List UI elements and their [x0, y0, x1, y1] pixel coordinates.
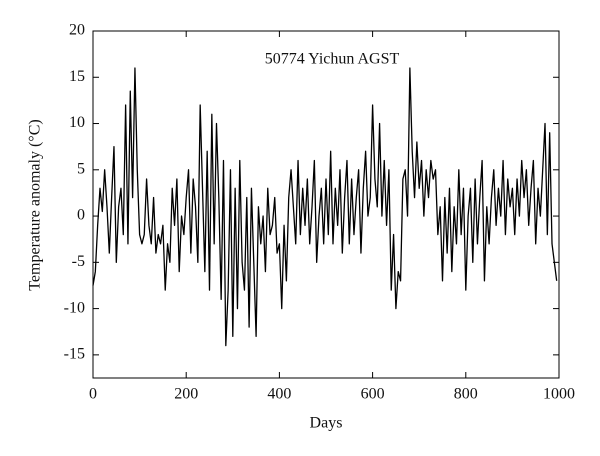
y-tick-label: 15	[69, 68, 85, 85]
y-tick-label: 0	[77, 207, 85, 224]
y-tick-label: -5	[72, 253, 85, 270]
x-tick-label: 1000	[543, 386, 575, 403]
y-tick-label: 5	[77, 160, 85, 177]
annotation: 50774 Yichun AGST	[265, 51, 400, 68]
x-tick-label: 200	[174, 386, 198, 403]
x-tick-label: 400	[267, 386, 291, 403]
x-tick-label: 800	[454, 386, 478, 403]
y-tick-label: -15	[64, 346, 85, 363]
y-tick-label: 20	[69, 22, 85, 39]
y-tick-label: 10	[69, 114, 85, 131]
x-axis-label: Days	[310, 415, 343, 432]
data-line	[92, 67, 558, 347]
x-tick-label: 600	[361, 386, 385, 403]
x-tick-label: 0	[89, 386, 97, 403]
y-axis-label: Temperature anomaly (°C)	[27, 119, 44, 290]
plot-frame	[92, 30, 560, 379]
y-tick-label: -10	[64, 299, 85, 316]
